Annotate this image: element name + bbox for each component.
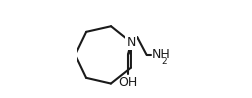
Text: 2: 2: [161, 57, 167, 66]
Text: OH: OH: [118, 76, 138, 89]
Text: NH: NH: [151, 48, 170, 61]
Text: N: N: [126, 36, 136, 49]
